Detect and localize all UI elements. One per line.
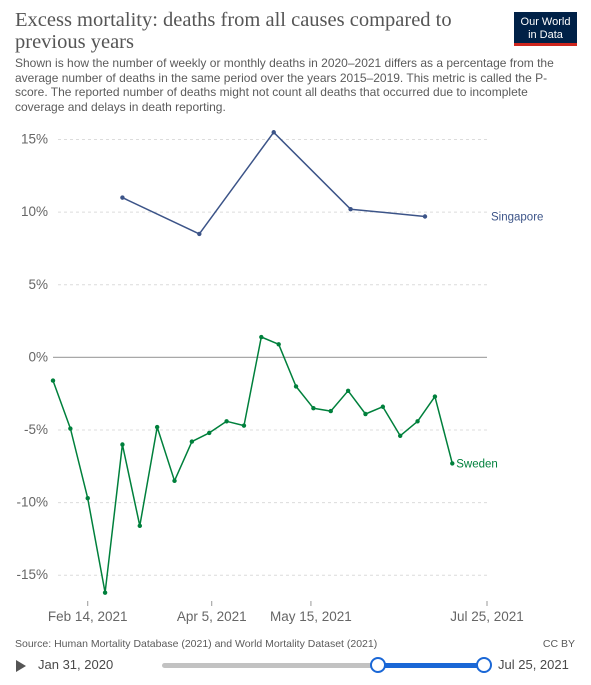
logo-text-line1: Our World [520,16,571,28]
logo-accent-bar [514,43,577,46]
data-point-sweden[interactable] [207,430,212,436]
line-chart[interactable]: 15% 10% 5% 0% -5% -10% -15% Feb 14, 2021 Apr 5,… [0,0,591,640]
series-line-sweden[interactable] [52,336,454,594]
data-point-sweden[interactable] [276,342,281,347]
data-point-sweden[interactable] [50,378,56,383]
play-icon[interactable] [16,660,26,672]
data-point-singapore[interactable] [348,207,353,212]
timeline-end-handle[interactable] [476,657,492,673]
data-point-sweden[interactable] [311,406,316,411]
series-label-sweden[interactable]: Sweden [456,458,498,470]
data-point-sweden[interactable] [154,424,160,430]
x-tick-label: Feb 14, 2021 [48,609,128,624]
timeline[interactable]: Jan 31, 2020 Jul 25, 2021 [0,652,591,680]
data-point-sweden[interactable] [224,419,229,424]
y-tick-label: 0% [28,349,48,364]
data-point-sweden[interactable] [415,419,420,424]
timeline-track[interactable] [162,663,484,668]
data-point-sweden[interactable] [85,496,90,501]
x-tick-label: May 15, 2021 [270,609,352,624]
data-point-sweden[interactable] [345,388,351,393]
data-point-sweden[interactable] [398,433,403,438]
chart-subtitle: Shown is how the number of weekly or mon… [15,56,554,114]
series-line-singapore[interactable] [122,131,426,235]
data-point-sweden[interactable] [363,411,368,417]
data-point-sweden[interactable] [432,394,438,399]
owid-logo[interactable]: Our World in Data [514,12,577,46]
data-point-sweden[interactable] [328,408,333,414]
timeline-start-label: Jan 31, 2020 [38,657,114,672]
data-point-sweden[interactable] [450,461,455,466]
data-point-singapore[interactable] [197,231,202,237]
series-sweden[interactable]: Sweden [50,334,498,595]
data-point-singapore[interactable] [422,214,428,219]
x-axis: Feb 14, 2021 Apr 5, 2021 May 15, 2021 Jul 2… [48,601,524,624]
data-point-singapore[interactable] [271,130,276,135]
x-tick-label: Jul 25, 2021 [450,609,524,624]
data-point-sweden[interactable] [380,404,386,409]
data-point-sweden[interactable] [68,426,73,431]
data-point-sweden[interactable] [120,442,125,447]
timeline-selected-range[interactable] [377,663,484,668]
data-point-sweden[interactable] [137,523,142,529]
logo-text-line2: in Data [528,29,563,41]
y-gridlines: 15% 10% 5% 0% -5% -10% -15% [16,132,487,582]
series-label-singapore[interactable]: Singapore [491,211,543,223]
data-point-sweden[interactable] [241,423,247,428]
license-link[interactable]: CC BY [542,638,575,650]
series-singapore[interactable]: Singapore [120,130,543,237]
timeline-end-label: Jul 25, 2021 [498,657,569,672]
y-tick-label: 5% [28,277,48,292]
source-note[interactable]: Source: Human Mortality Database (2021) … [15,638,378,650]
data-point-singapore[interactable] [120,195,125,200]
y-tick-label: 10% [21,204,48,219]
x-tick-label: Apr 5, 2021 [177,609,247,624]
y-tick-label: -5% [24,422,48,437]
data-point-sweden[interactable] [102,590,108,595]
chart-series[interactable]: Singapore Sweden [50,130,544,595]
data-point-sweden[interactable] [259,334,264,340]
timeline-start-handle[interactable] [369,657,386,673]
y-tick-label: 15% [21,132,48,147]
data-point-sweden[interactable] [293,384,299,389]
data-point-sweden[interactable] [172,478,177,484]
y-tick-label: -15% [16,567,48,582]
data-point-sweden[interactable] [189,439,195,444]
y-tick-label: -10% [16,495,48,510]
chart-title: Excess mortality: deaths from all causes… [15,9,452,53]
